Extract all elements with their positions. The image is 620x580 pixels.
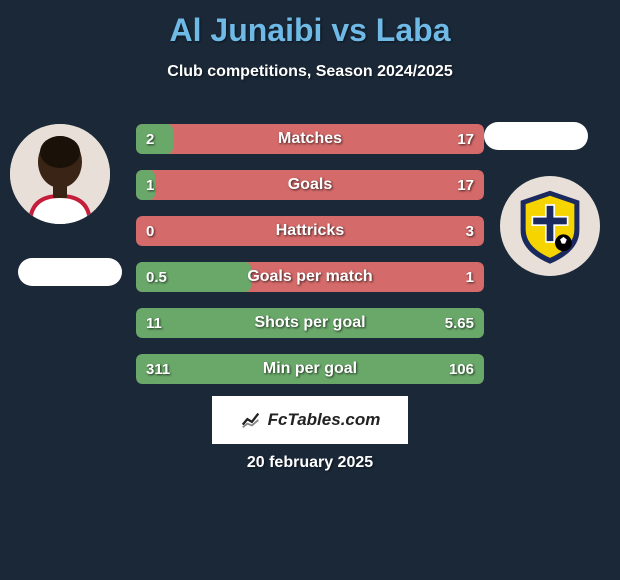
subtitle: Club competitions, Season 2024/2025: [0, 63, 620, 81]
value-right: 1: [466, 262, 474, 292]
stat-label: Min per goal: [136, 354, 484, 384]
stat-label: Shots per goal: [136, 308, 484, 338]
stat-row: 0Hattricks3: [136, 216, 484, 246]
left-flag: [18, 258, 122, 286]
right-club-badge: [500, 176, 600, 276]
stat-row: 0.5Goals per match1: [136, 262, 484, 292]
value-right: 3: [466, 216, 474, 246]
stat-label: Goals: [136, 170, 484, 200]
stat-row: 2Matches17: [136, 124, 484, 154]
left-player-avatar: [10, 124, 110, 224]
stat-row: 1Goals17: [136, 170, 484, 200]
chart-icon: [240, 409, 262, 431]
page-title: Al Junaibi vs Laba: [0, 0, 620, 49]
right-flag: [484, 122, 588, 150]
stats-block: 2Matches171Goals170Hattricks30.5Goals pe…: [136, 124, 484, 400]
logo-text: FcTables.com: [268, 410, 381, 430]
value-right: 17: [457, 124, 474, 154]
value-right: 106: [449, 354, 474, 384]
club-shield-icon: [508, 184, 592, 268]
stat-row: 311Min per goal106: [136, 354, 484, 384]
stat-label: Matches: [136, 124, 484, 154]
stat-row: 11Shots per goal5.65: [136, 308, 484, 338]
avatar-icon: [10, 124, 110, 224]
value-right: 5.65: [445, 308, 474, 338]
value-right: 17: [457, 170, 474, 200]
fctables-logo: FcTables.com: [212, 396, 408, 444]
infographic-container: Al Junaibi vs Laba Club competitions, Se…: [0, 0, 620, 580]
date-text: 20 february 2025: [0, 454, 620, 472]
stat-label: Hattricks: [136, 216, 484, 246]
stat-label: Goals per match: [136, 262, 484, 292]
